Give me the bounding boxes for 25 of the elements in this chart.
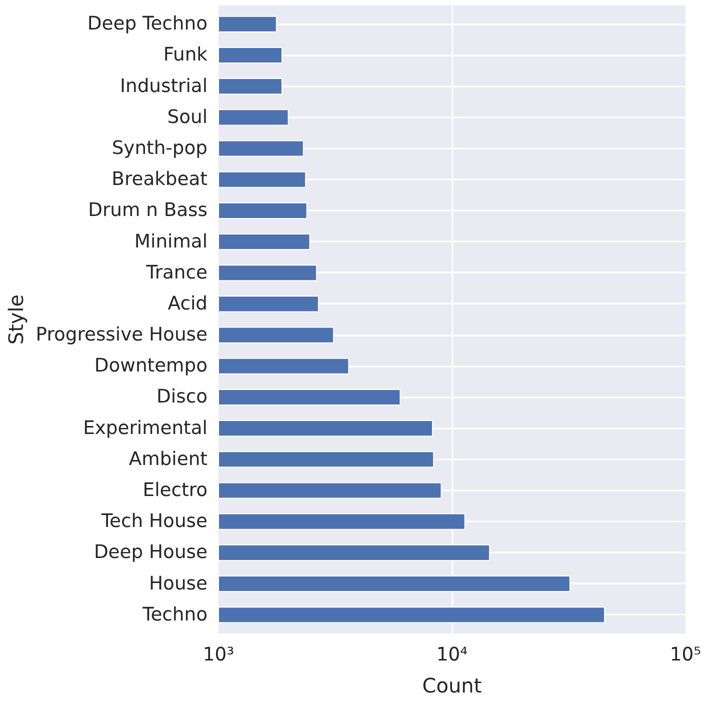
y-tick-label: Electro [142, 480, 208, 501]
y-tick-label: Deep Techno [87, 14, 208, 35]
y-tick-label: Breakbeat [112, 169, 208, 190]
y-tick-label: Ambient [128, 448, 208, 470]
y-tick-label: Downtempo [94, 356, 208, 377]
y-axis-title: Style [4, 294, 28, 345]
y-tick-label: Tech House [100, 511, 208, 532]
x-axis-title: Count [422, 674, 482, 698]
y-tick-label: Industrial [120, 76, 208, 97]
y-tick-label: Techno [141, 604, 208, 626]
y-tick-label: Experimental [83, 418, 208, 439]
y-tick-label: Disco [156, 386, 208, 408]
x-tick-label: 10⁵ [670, 644, 702, 666]
y-tick-label: Trance [145, 262, 208, 284]
x-tick-label: 10³ [202, 644, 234, 666]
x-tick-label: 10⁴ [436, 644, 468, 666]
y-tick-label: Synth-pop [112, 138, 208, 160]
y-tick-label: House [149, 573, 208, 594]
y-tick-label: Funk [163, 44, 208, 66]
y-tick-label: Soul [167, 106, 208, 128]
y-tick-label: Drum n Bass [88, 200, 208, 222]
y-tick-label: Progressive House [36, 324, 208, 346]
y-tick-label: Acid [168, 293, 208, 314]
y-tick-label: Minimal [134, 231, 208, 252]
y-tick-label: Deep House [94, 542, 208, 564]
